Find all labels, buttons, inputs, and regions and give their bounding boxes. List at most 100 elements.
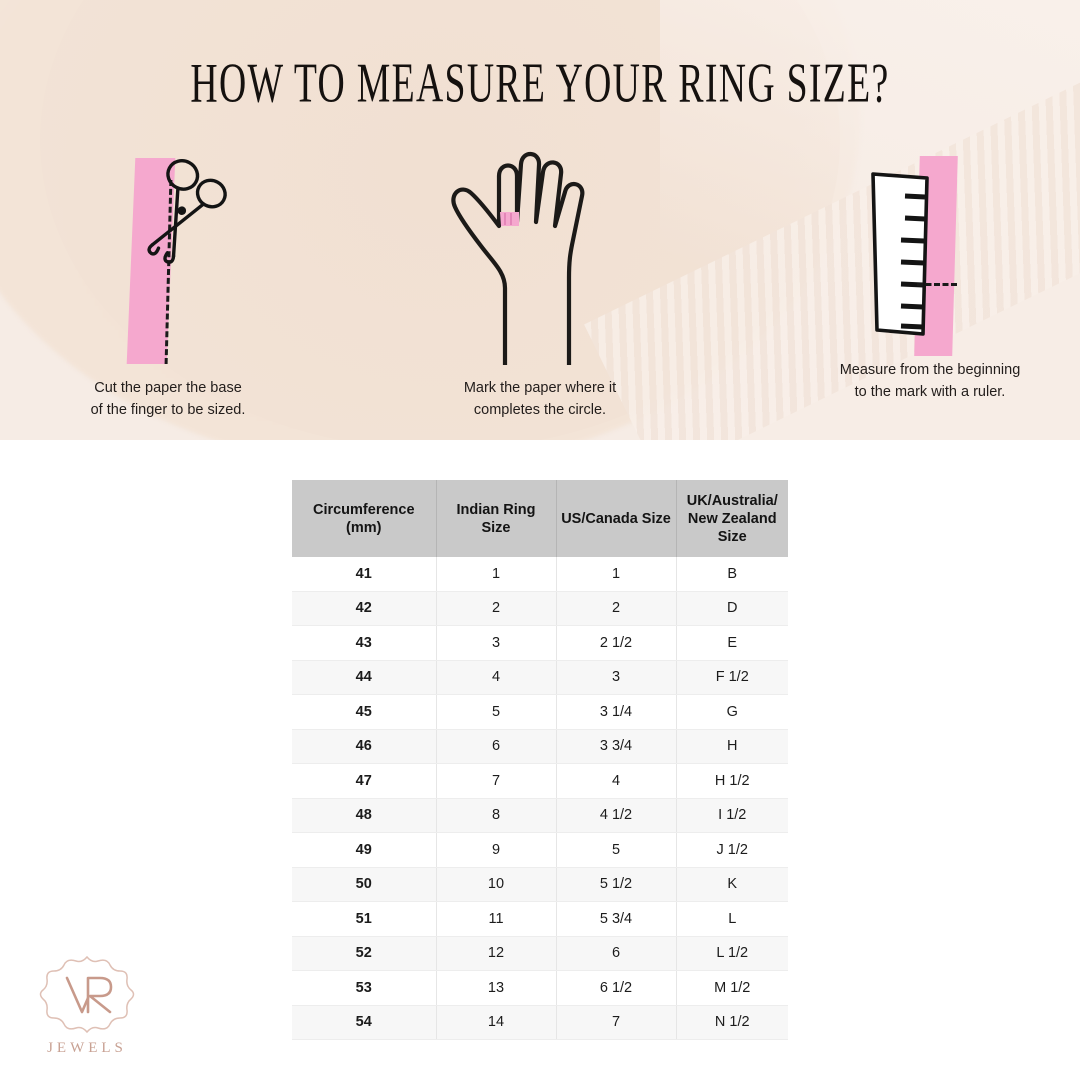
table-row: 53 13 6 1/2 M 1/2 (292, 970, 788, 1006)
caption-line-1: Measure from the beginning (839, 362, 1021, 378)
table-cell: 4 (436, 660, 557, 695)
table-cell: 13 (436, 970, 557, 1006)
table-cell: G (676, 694, 788, 730)
table-cell: F 1/2 (676, 660, 788, 695)
table-cell: 49 (292, 832, 437, 868)
table-cell: 4 1/2 (556, 798, 677, 833)
table-cell: M 1/2 (676, 970, 788, 1006)
table-cell: 5 3/4 (556, 901, 677, 937)
step-caption: Cut the paper the base of the finger to … (3, 377, 333, 421)
table-cell: 42 (292, 591, 437, 626)
column-header-indian-size: Indian Ring Size (436, 480, 557, 557)
table-header-row: Circumference (mm) Indian Ring Size US/C… (292, 480, 788, 557)
table-cell: 6 1/2 (556, 970, 677, 1006)
column-header-circumference: Circumference (mm) (292, 480, 437, 557)
table-cell: 2 1/2 (556, 625, 677, 661)
table-cell: 5 (436, 694, 557, 730)
hand-illustration (375, 150, 705, 365)
table-row: 54 14 7 N 1/2 (292, 1005, 788, 1040)
table-cell: L (676, 901, 788, 937)
caption-line-1: Cut the paper the base (94, 380, 242, 396)
table-cell: N 1/2 (676, 1005, 788, 1040)
table-cell: 2 (556, 591, 677, 626)
table-cell: 3 3/4 (556, 729, 677, 764)
table-cell: 46 (292, 729, 437, 764)
table-cell: L 1/2 (676, 936, 788, 971)
brand-logo: JEWELS (22, 954, 152, 1066)
table-cell: 47 (292, 763, 437, 799)
table-body: 41 1 1 B 42 2 2 D 43 3 2 1/2 E 44 4 3 F 1/2 45 5 3 1/4 G 46 6… (292, 557, 788, 1040)
column-header-us-canada-size: US/Canada Size (556, 480, 677, 557)
caption-line-1: Mark the paper where it (463, 380, 617, 396)
table-cell: 9 (436, 832, 557, 868)
table-cell: D (676, 591, 788, 626)
table-cell: J 1/2 (676, 832, 788, 868)
table-row: 44 4 3 F 1/2 (292, 660, 788, 695)
table-row: 42 2 2 D (292, 591, 788, 626)
table-cell: 4 (556, 763, 677, 799)
table-cell: 3 (556, 660, 677, 695)
table-row: 49 9 5 J 1/2 (292, 832, 788, 868)
page-title: HOW TO MEASURE YOUR RING SIZE? (190, 51, 890, 114)
table-cell: 11 (436, 901, 557, 937)
step-measure-paper: Measure from the beginning to the mark w… (765, 150, 1080, 403)
ruler-illustration (765, 150, 1080, 365)
caption-line-2: of the finger to be sized. (90, 402, 246, 418)
table-row: 45 5 3 1/4 G (292, 694, 788, 730)
table-cell: 8 (436, 798, 557, 833)
step-mark-paper: Mark the paper where it completes the ci… (375, 150, 705, 421)
table-row: 43 3 2 1/2 E (292, 625, 788, 661)
table-cell: E (676, 625, 788, 661)
column-header-uk-australia-nz-size: UK/Australia/ New Zealand Size (676, 480, 788, 557)
table-row: 50 10 5 1/2 K (292, 867, 788, 902)
table-row: 47 7 4 H 1/2 (292, 763, 788, 799)
table-cell: 3 1/4 (556, 694, 677, 730)
caption-line-2: to the mark with a ruler. (854, 384, 1006, 400)
table-row: 46 6 3 3/4 H (292, 729, 788, 764)
table-cell: 45 (292, 694, 437, 730)
table-row: 48 8 4 1/2 I 1/2 (292, 798, 788, 833)
dashed-mark-line-icon (917, 283, 957, 286)
table-cell: 5 1/2 (556, 867, 677, 902)
table-cell: 41 (292, 557, 437, 592)
table-cell: 6 (436, 729, 557, 764)
caption-line-2: completes the circle. (473, 402, 607, 418)
logo-frame-icon (39, 955, 135, 1034)
table-cell: 3 (436, 625, 557, 661)
hand-icon (451, 151, 585, 365)
scissors-icon (147, 159, 227, 264)
table-cell: 53 (292, 970, 437, 1006)
table-cell: 12 (436, 936, 557, 971)
table-cell: H 1/2 (676, 763, 788, 799)
table-cell: 1 (436, 557, 557, 592)
table-cell: 10 (436, 867, 557, 902)
table-cell: 14 (436, 1005, 557, 1040)
table-cell: I 1/2 (676, 798, 788, 833)
table-cell: 7 (436, 763, 557, 799)
table-cell: 6 (556, 936, 677, 971)
table-cell: 43 (292, 625, 437, 661)
table-cell: 51 (292, 901, 437, 937)
step-caption: Measure from the beginning to the mark w… (765, 359, 1080, 403)
step-cut-paper: Cut the paper the base of the finger to … (3, 150, 333, 421)
table-cell: 2 (436, 591, 557, 626)
table-cell: 54 (292, 1005, 437, 1040)
table-cell: 1 (556, 557, 677, 592)
ring-size-table: Circumference (mm) Indian Ring Size US/C… (292, 480, 788, 1040)
table-cell: 44 (292, 660, 437, 695)
table-cell: 7 (556, 1005, 677, 1040)
logo-wordmark: JEWELS (47, 1040, 127, 1056)
table-cell: 48 (292, 798, 437, 833)
table-row: 52 12 6 L 1/2 (292, 936, 788, 971)
scissors-illustration (3, 150, 333, 365)
ring-band-icon (500, 212, 519, 226)
ruler-icon (871, 172, 929, 336)
table-cell: H (676, 729, 788, 764)
table-cell: 52 (292, 936, 437, 971)
table-cell: B (676, 557, 788, 592)
table-row: 51 11 5 3/4 L (292, 901, 788, 937)
step-caption: Mark the paper where it completes the ci… (375, 377, 705, 421)
table-row: 41 1 1 B (292, 557, 788, 592)
table-cell: K (676, 867, 788, 902)
table-cell: 5 (556, 832, 677, 868)
